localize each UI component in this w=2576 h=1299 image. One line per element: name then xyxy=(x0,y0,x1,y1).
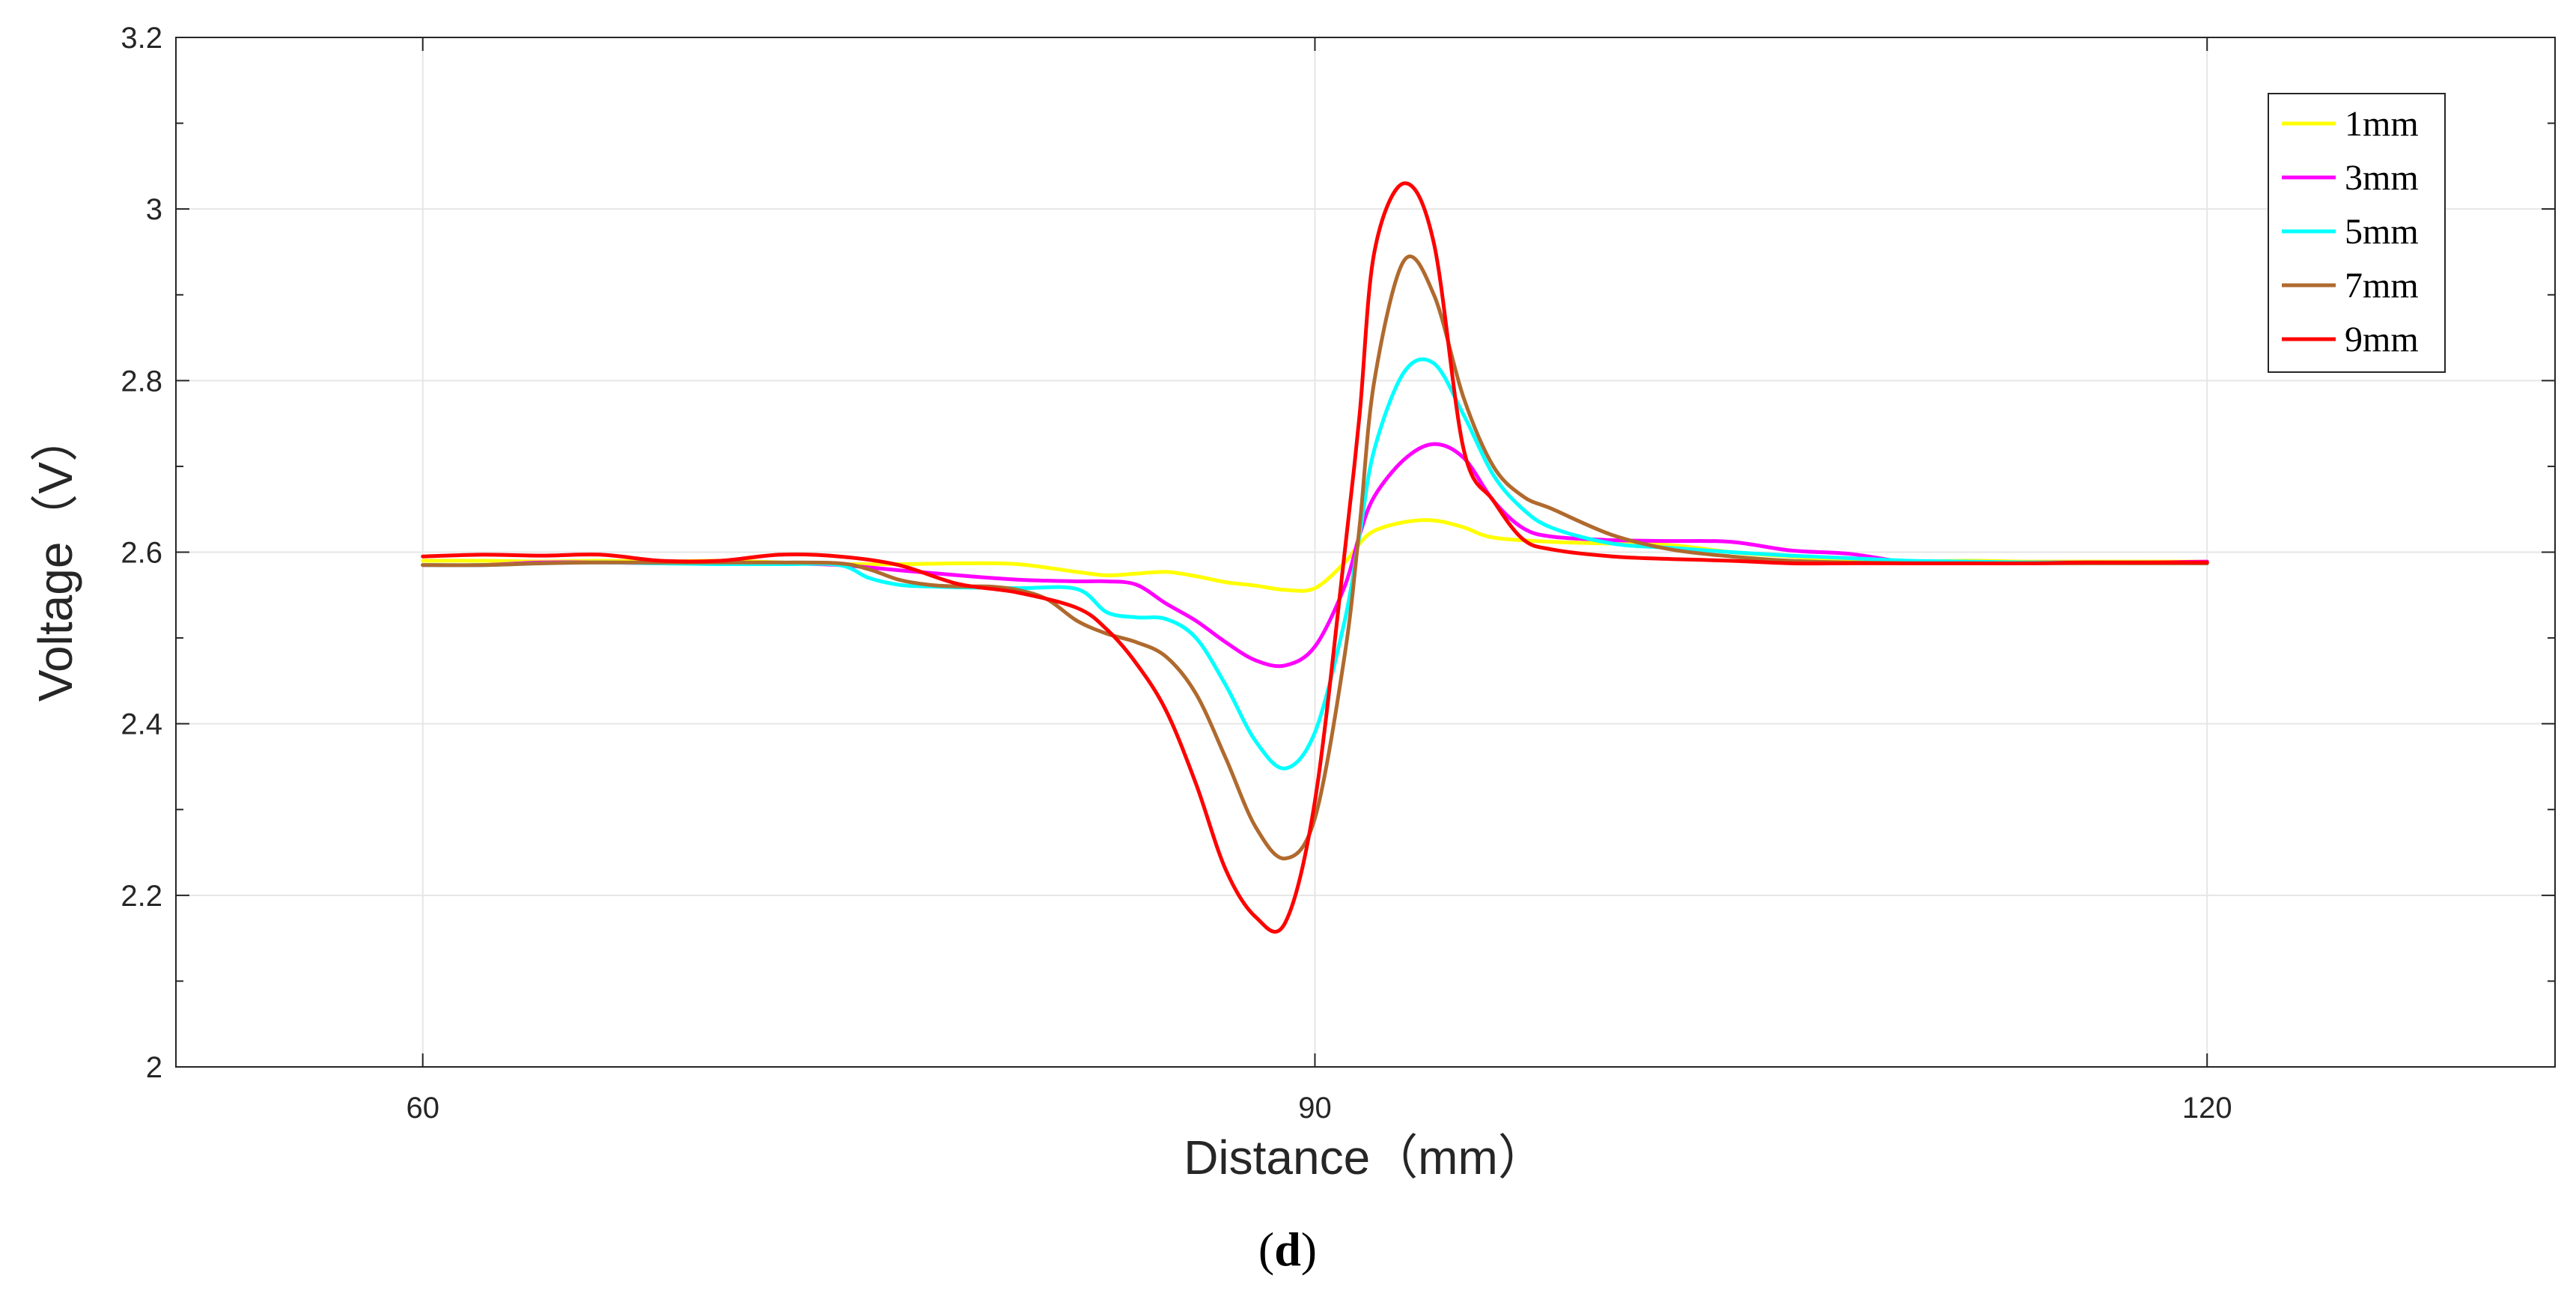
y-tick-label: 3 xyxy=(146,193,162,226)
panel-label-open: ( xyxy=(1258,1223,1274,1276)
y-tick-label: 2 xyxy=(146,1051,162,1084)
panel-label: (d) xyxy=(1258,1223,1317,1276)
legend-label-5mm: 5mm xyxy=(2345,212,2419,252)
axis-ticks xyxy=(176,37,2555,1068)
series-line-7mm xyxy=(421,255,2209,861)
legend-label-1mm: 1mm xyxy=(2345,104,2419,144)
legend-label-9mm: 9mm xyxy=(2345,320,2419,359)
x-tick-label: 90 xyxy=(1298,1092,1332,1125)
legend-label-3mm: 3mm xyxy=(2345,158,2419,198)
series-lines xyxy=(421,181,2209,934)
panel-label-close: ) xyxy=(1301,1223,1317,1276)
tick-labels: 2 2.2 2.4 2.6 2.8 3 3.2 60 90 120 xyxy=(121,22,2232,1125)
y-tick-label: 3.2 xyxy=(121,22,162,55)
panel-label-letter: d xyxy=(1274,1223,1301,1276)
legend: 1mm 3mm 5mm 7mm 9mm xyxy=(2268,93,2446,373)
y-tick-label: 2.4 xyxy=(121,708,162,741)
x-axis-label: Distance（mm） xyxy=(1184,1131,1546,1184)
y-axis-label: Voltage（V） xyxy=(28,414,82,702)
x-tick-label: 60 xyxy=(406,1092,439,1125)
series-line-9mm xyxy=(421,181,2209,934)
y-tick-label: 2.8 xyxy=(121,365,162,398)
legend-label-7mm: 7mm xyxy=(2345,266,2419,305)
y-tick-label: 2.6 xyxy=(121,537,162,570)
y-tick-label: 2.2 xyxy=(121,880,162,913)
x-tick-label: 120 xyxy=(2182,1092,2232,1125)
